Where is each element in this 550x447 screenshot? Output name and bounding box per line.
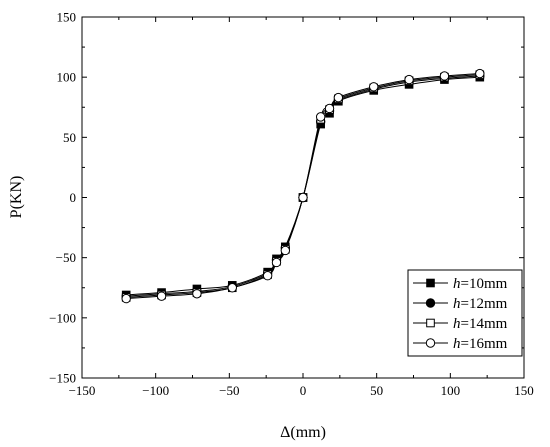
legend-label: h=12mm [453,296,508,312]
x-tick-label: −150 [69,383,96,398]
y-axis-label: P(KN) [8,176,25,219]
y-tick-label: −100 [49,310,76,325]
x-tick-label: 100 [441,383,461,398]
data-point [369,82,379,92]
data-point [298,192,308,203]
legend-label: h=16mm [453,336,508,352]
legend-marker [425,338,436,348]
x-tick-label: 50 [370,383,383,398]
data-point [333,92,344,103]
legend-marker [426,318,435,328]
legend-item-4: h=16mm [413,336,508,352]
data-point [192,289,202,299]
series-line-4 [126,73,480,300]
y-tick-label: 0 [70,190,77,205]
series-markers-3 [121,70,485,302]
legend-marker [425,298,436,308]
x-tick-label: 150 [514,383,534,398]
series-line-1 [126,76,480,296]
legend-label: h=10mm [453,276,508,292]
x-tick-label: 0 [300,383,307,398]
y-tick-label: 50 [63,130,76,145]
data-point [439,71,450,81]
series-markers-1 [121,72,485,300]
x-axis-label: Δ(mm) [280,424,326,441]
data-point [280,245,291,256]
data-point [271,257,282,268]
legend-marker [426,278,435,288]
legend-item-3: h=14mm [413,316,508,332]
series-line-2 [126,75,480,297]
y-tick-label: 150 [57,10,77,25]
data-point [121,293,131,304]
data-point [262,271,273,281]
series-line-3 [126,74,480,298]
legend: h=10mm h=12mm h=14mm h=16mm [407,269,523,357]
y-tick-label: 100 [57,70,77,85]
legend-item-2: h=12mm [413,296,508,312]
plot-area [121,68,485,304]
series-markers-4 [121,68,485,304]
y-tick-label: −150 [49,371,76,386]
data-point [404,74,414,85]
legend-label: h=14mm [453,316,508,332]
data-point [475,68,485,79]
series-markers-2 [121,71,485,301]
data-point [315,112,326,122]
y-tick-label: −50 [56,250,76,265]
data-point [324,103,335,114]
x-tick-label: −100 [142,383,169,398]
data-point [227,283,237,293]
data-point [156,291,167,301]
x-tick-label: −50 [219,383,239,398]
legend-item-1: h=10mm [413,276,508,292]
